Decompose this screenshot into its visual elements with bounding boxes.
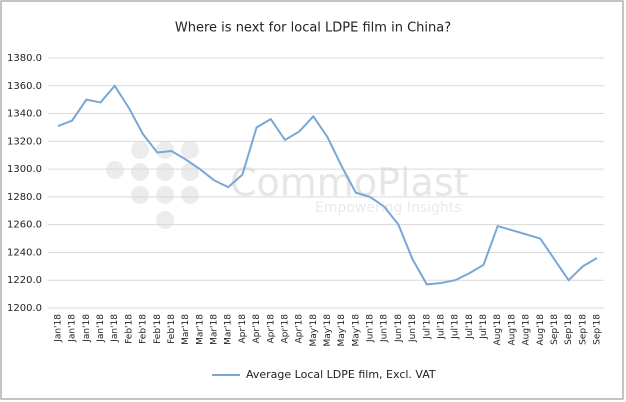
x-tick-label: Feb'18 (167, 314, 177, 344)
y-tick-label: 1300.0 (7, 164, 42, 175)
x-tick-label: Jun'18 (366, 314, 376, 343)
y-tick-label: 1340.0 (7, 109, 42, 120)
y-tick-label: 1220.0 (7, 275, 42, 286)
x-tick-label: Apr'18 (238, 314, 248, 344)
x-tick-label: Mar'18 (181, 314, 191, 345)
x-tick-label: Jan'18 (110, 314, 120, 343)
x-tick-label: Feb'18 (124, 314, 134, 344)
x-tick-label: Apr'18 (295, 314, 305, 344)
y-tick-label: 1200.0 (7, 303, 42, 314)
x-tick-label: Aug'18 (493, 314, 503, 346)
x-tick-label: May'18 (323, 314, 333, 347)
x-tick-label: Jan'18 (68, 314, 78, 343)
x-tick-label: Jun'18 (408, 314, 418, 343)
x-tick-label: Jan'18 (96, 314, 106, 343)
x-tick-label: May'18 (309, 314, 319, 347)
x-tick-label: Mar'18 (224, 314, 234, 345)
x-tick-label: Sep'18 (593, 314, 603, 345)
x-tick-label: Sep'18 (564, 314, 574, 345)
legend-label: Average Local LDPE film, Excl. VAT (246, 368, 436, 381)
x-tick-label: Apr'18 (252, 314, 262, 344)
x-tick-label: May'18 (337, 314, 347, 347)
y-tick-label: 1260.0 (7, 220, 42, 231)
x-tick-label: Feb'18 (153, 314, 163, 344)
x-tick-label: Aug'18 (507, 314, 517, 346)
x-tick-label: Apr'18 (280, 314, 290, 344)
x-tick-label: Aug'18 (536, 314, 546, 346)
watermark-sub: Empowering Insights (315, 200, 462, 216)
y-tick-label: 1240.0 (7, 247, 42, 258)
x-tick-label: Jan'18 (82, 314, 92, 343)
y-tick-label: 1320.0 (7, 136, 42, 147)
x-tick-label: Jul'18 (451, 314, 461, 340)
chart-title: Where is next for local LDPE film in Chi… (175, 21, 451, 36)
x-tick-label: Jul'18 (436, 314, 446, 340)
y-tick-label: 1360.0 (7, 81, 42, 92)
x-tick-label: Mar'18 (195, 314, 205, 345)
x-tick-label: Jan'18 (54, 314, 64, 343)
y-tick-label: 1380.0 (7, 53, 42, 64)
x-tick-label: Sep'18 (578, 314, 588, 345)
x-tick-label: Jul'18 (422, 314, 432, 340)
x-tick-label: Jul'18 (479, 314, 489, 340)
watermark-dots (106, 141, 199, 229)
data-line (57, 84, 598, 286)
x-tick-label: Apr'18 (266, 314, 276, 344)
x-tick-label: May'18 (351, 314, 361, 347)
x-tick-label: Sep'18 (550, 314, 560, 345)
x-tick-label: Aug'18 (522, 314, 532, 346)
x-tick-label: Jul'18 (465, 314, 475, 340)
x-tick-label: Feb'18 (139, 314, 149, 344)
x-tick-label: Jun'18 (394, 314, 404, 343)
x-tick-label: Mar'18 (210, 314, 220, 345)
y-tick-label: 1280.0 (7, 192, 42, 203)
x-tick-label: Jun'18 (380, 314, 390, 343)
